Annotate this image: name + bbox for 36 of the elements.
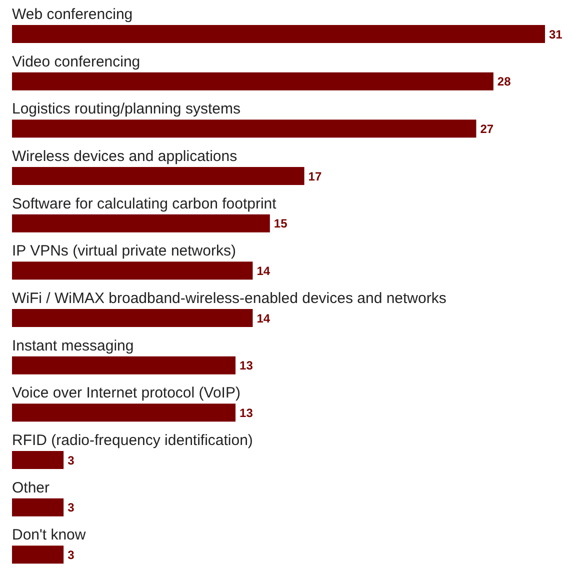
bar xyxy=(12,214,270,232)
data-label: 31 xyxy=(549,27,563,42)
y-tick-label: Software for calculating carbon footprint xyxy=(12,195,278,212)
y-tick-label: Web conferencing xyxy=(12,6,133,23)
bar xyxy=(12,72,494,90)
bar xyxy=(12,120,476,138)
y-tick-label: Logistics routing/planning systems xyxy=(12,100,240,118)
bar xyxy=(12,167,304,185)
y-tick-label: RFID (radio-frequency identification) xyxy=(12,432,253,449)
bar xyxy=(12,309,253,327)
bar xyxy=(12,404,236,422)
y-tick-label: WiFi / WiMAX broadband-wireless-enabled devices and networks xyxy=(12,290,446,307)
data-label: 17 xyxy=(308,169,322,184)
y-tick-label: Other xyxy=(12,479,50,496)
y-tick-label: Voice over Internet protocol (VoIP) xyxy=(12,384,240,402)
data-label: 28 xyxy=(497,74,512,89)
y-tick-label: Instant messaging xyxy=(12,337,134,354)
data-label: 15 xyxy=(274,216,288,231)
data-label: 3 xyxy=(68,548,75,562)
bar xyxy=(12,262,253,280)
bar xyxy=(12,498,64,516)
bar xyxy=(12,25,545,43)
bar xyxy=(12,356,236,374)
data-label: 14 xyxy=(256,311,270,326)
data-label: 13 xyxy=(240,406,254,420)
y-tick-label: IP VPNs (virtual private networks) xyxy=(12,242,236,260)
bar xyxy=(12,451,64,469)
y-tick-label: Wireless devices and applications xyxy=(12,148,238,165)
data-label: 27 xyxy=(480,122,494,136)
data-label: 3 xyxy=(68,500,75,515)
y-tick-label: Video conferencing xyxy=(12,53,140,70)
bar xyxy=(12,546,64,564)
data-label: 14 xyxy=(256,264,270,278)
data-label: 3 xyxy=(68,453,75,468)
data-label: 13 xyxy=(240,358,254,373)
y-tick-label: Don't know xyxy=(12,526,86,544)
